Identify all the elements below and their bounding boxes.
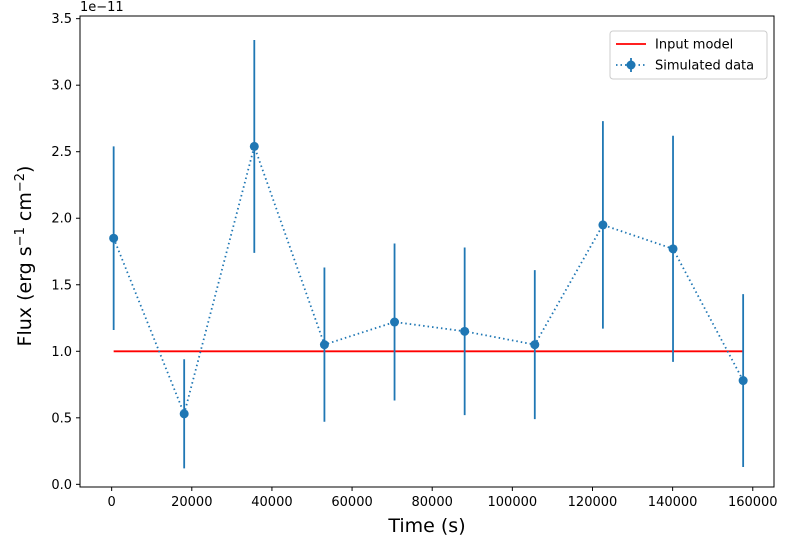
legend-model-label: Input model	[655, 38, 733, 53]
simulated-data-point	[668, 244, 678, 254]
y-axis-title-mid: cm	[14, 192, 36, 227]
x-tick-label: 100000	[488, 495, 538, 510]
plot-frame	[79, 15, 775, 488]
legend-data-marker	[626, 60, 636, 70]
y-axis-title: Flux (erg s−1 cm−2)	[13, 166, 36, 347]
x-tick-label: 20000	[171, 495, 212, 510]
y-tick-label: 3.0	[51, 79, 72, 94]
y-axis-title-sup2: −2	[13, 173, 28, 192]
simulated-data-point	[249, 141, 259, 151]
x-tick-label: 40000	[251, 495, 292, 510]
x-tick-label: 140000	[648, 495, 698, 510]
y-tick-label: 2.5	[51, 145, 72, 160]
y-axis-title-sup1: −1	[13, 227, 28, 246]
x-tick-label: 120000	[568, 495, 618, 510]
simulated-data-point	[179, 409, 189, 419]
x-tick-label: 60000	[331, 495, 372, 510]
simulated-data-point	[460, 326, 470, 336]
y-tick-label: 0.5	[51, 411, 72, 426]
simulated-data-point	[319, 340, 329, 350]
legend-box	[609, 30, 768, 80]
legend: Input model Simulated data	[609, 30, 768, 80]
y-tick-label: 2.0	[51, 212, 72, 227]
x-tick-label: 160000	[728, 495, 778, 510]
x-axis-title: Time (s)	[387, 515, 465, 537]
legend-data-label: Simulated data	[655, 59, 754, 74]
y-tick-label: 1.0	[51, 345, 72, 360]
simulated-data-point	[738, 376, 748, 386]
simulated-data-point	[109, 233, 119, 243]
y-tick-label: 3.5	[51, 12, 72, 27]
simulated-data-point	[598, 220, 608, 230]
simulated-data-line	[112, 143, 744, 417]
y-offset-text: 1e−11	[80, 0, 124, 15]
simulated-data-point	[530, 340, 540, 350]
y-tick-label: 1.5	[51, 278, 72, 293]
y-axis-title-main: Flux (erg s	[14, 246, 36, 346]
y-tick-label: 0.0	[51, 478, 72, 493]
plot-area	[80, 16, 774, 487]
y-axis-title-end: )	[14, 166, 36, 173]
x-tick-label: 0	[108, 495, 116, 510]
x-tick-label: 80000	[412, 495, 453, 510]
simulated-data-point	[390, 317, 400, 327]
